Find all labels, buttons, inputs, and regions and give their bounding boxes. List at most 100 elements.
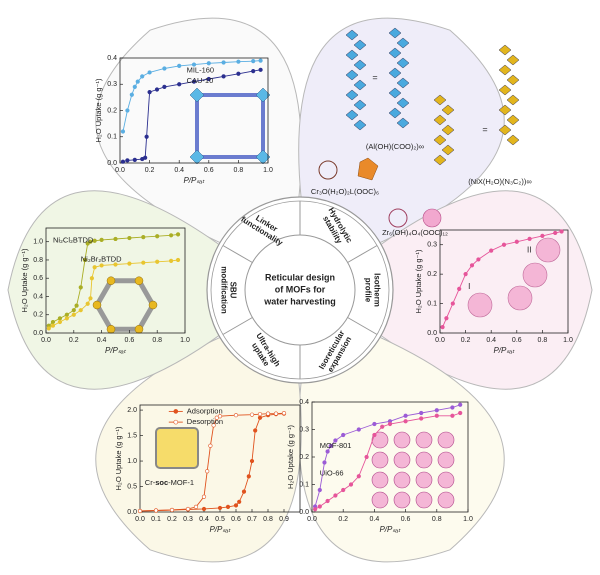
data-point xyxy=(177,82,182,87)
data-point xyxy=(191,62,197,67)
x-axis-label: P/Pₛₐₜ xyxy=(183,176,205,185)
series-line xyxy=(122,69,261,163)
data-point xyxy=(137,508,143,514)
y-tick-label: 1.5 xyxy=(127,432,137,439)
data-point xyxy=(206,61,211,66)
formula: Zr₆(OH)₄O₄(OOC)₁₂ xyxy=(382,228,448,237)
data-point xyxy=(46,326,51,331)
inset-node xyxy=(134,324,144,334)
annotation-part: -MOF-1 xyxy=(168,478,194,487)
data-point xyxy=(440,325,445,330)
legend-label: Adsorption xyxy=(187,406,223,415)
octahedron xyxy=(441,124,455,136)
data-point xyxy=(132,157,137,162)
formula: (NiX(H₂O)(N₃C₂))∞ xyxy=(468,177,531,186)
data-point xyxy=(129,92,134,97)
ring-label-line: SBU xyxy=(228,282,237,299)
data-point xyxy=(450,301,455,306)
data-point xyxy=(169,233,174,238)
y-tick-label: 2.0 xyxy=(127,407,137,414)
equals: = xyxy=(372,72,377,82)
octahedron xyxy=(433,114,447,126)
x-axis-label: P/Pₛₐₜ xyxy=(493,346,515,355)
y-tick-label: 1.0 xyxy=(127,458,137,465)
data-point xyxy=(140,74,145,79)
y-axis-label: H₂O Uptake (g g⁻¹) xyxy=(414,249,423,313)
data-point xyxy=(120,129,126,134)
octahedron xyxy=(345,109,359,121)
ring-divider xyxy=(222,245,253,263)
octahedron xyxy=(353,59,367,71)
inset-cluster xyxy=(415,471,433,489)
data-point xyxy=(333,493,338,498)
inset-cluster xyxy=(371,451,389,469)
ring-divider xyxy=(347,245,378,263)
x-tick-label: 0.9 xyxy=(279,516,289,523)
inset-node xyxy=(189,149,205,165)
ring-divider xyxy=(347,317,378,335)
data-point xyxy=(325,498,330,504)
data-point xyxy=(341,487,346,493)
petal xyxy=(376,190,593,390)
cluster-polyhedron xyxy=(422,208,442,228)
x-tick-label: 1.0 xyxy=(180,337,190,344)
series-line xyxy=(442,231,562,328)
octahedron xyxy=(498,64,512,76)
data-point xyxy=(233,413,239,418)
inset-cluster xyxy=(393,491,411,509)
data-point xyxy=(185,506,191,512)
data-point xyxy=(325,449,330,454)
data-point xyxy=(127,261,132,266)
data-point xyxy=(155,234,160,239)
data-point xyxy=(237,499,242,504)
x-tick-label: 1.0 xyxy=(463,516,473,523)
octahedron xyxy=(433,154,447,166)
inset-cluster xyxy=(371,471,389,489)
inset-cluster xyxy=(371,491,389,509)
y-tick-label: 0.5 xyxy=(127,483,137,490)
x-axis-label: P/Pₛₐₜ xyxy=(379,525,401,534)
inset-node xyxy=(106,324,116,334)
octahedron xyxy=(353,79,367,91)
inset-cluster xyxy=(393,431,411,449)
inset-cluster xyxy=(437,451,455,469)
data-point xyxy=(540,233,545,238)
x-tick-label: 0.3 xyxy=(183,516,193,523)
data-point xyxy=(249,412,255,417)
y-tick-label: 0.3 xyxy=(427,242,437,249)
data-point xyxy=(89,276,94,281)
center-text: of MOFs for xyxy=(275,284,326,294)
inset-cluster xyxy=(507,285,533,311)
data-point xyxy=(258,58,263,63)
data-point xyxy=(251,69,256,74)
data-point xyxy=(78,308,83,313)
y-tick-label: 0.4 xyxy=(33,293,43,300)
data-point xyxy=(162,84,167,89)
octahedron xyxy=(345,29,359,41)
x-tick-label: 0.6 xyxy=(204,167,214,174)
x-tick-label: 0.8 xyxy=(263,516,273,523)
inset-node xyxy=(148,300,158,310)
data-point xyxy=(364,454,369,460)
x-axis-label: P/Pₛₐₜ xyxy=(209,525,231,534)
x-tick-label: 0.0 xyxy=(135,516,145,523)
y-tick-label: 0.2 xyxy=(33,312,43,319)
inset-frame xyxy=(195,93,265,159)
petal xyxy=(298,334,505,563)
octahedron xyxy=(433,94,447,106)
data-point xyxy=(233,503,239,508)
inset-cluster xyxy=(415,451,433,469)
inset-cluster xyxy=(522,262,548,288)
x-tick-label: 0.0 xyxy=(435,337,445,344)
data-point xyxy=(74,303,79,308)
inset-node xyxy=(134,276,144,286)
data-point xyxy=(82,257,88,263)
x-tick-label: 0.4 xyxy=(199,516,209,523)
inset-cluster xyxy=(437,431,455,449)
series-label: UiO-66 xyxy=(320,468,344,477)
data-point xyxy=(387,421,393,427)
y-tick-label: 0.6 xyxy=(33,275,43,282)
inset-cluster xyxy=(467,292,493,318)
octahedron xyxy=(396,57,410,69)
octahedron xyxy=(506,54,520,66)
